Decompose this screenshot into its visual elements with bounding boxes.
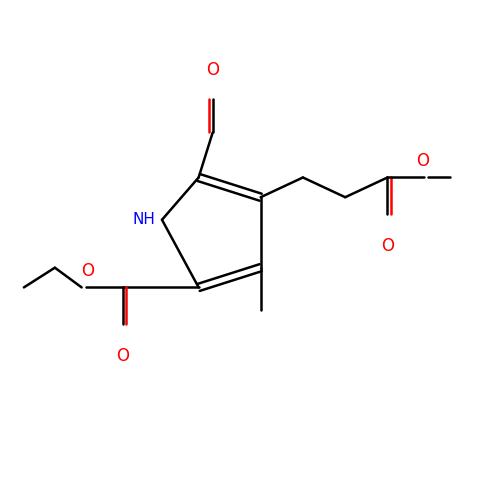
Text: O: O bbox=[206, 61, 219, 79]
Text: NH: NH bbox=[132, 212, 155, 227]
Text: O: O bbox=[116, 347, 129, 365]
Text: O: O bbox=[416, 152, 429, 171]
Text: O: O bbox=[81, 262, 94, 280]
Text: O: O bbox=[381, 237, 394, 255]
